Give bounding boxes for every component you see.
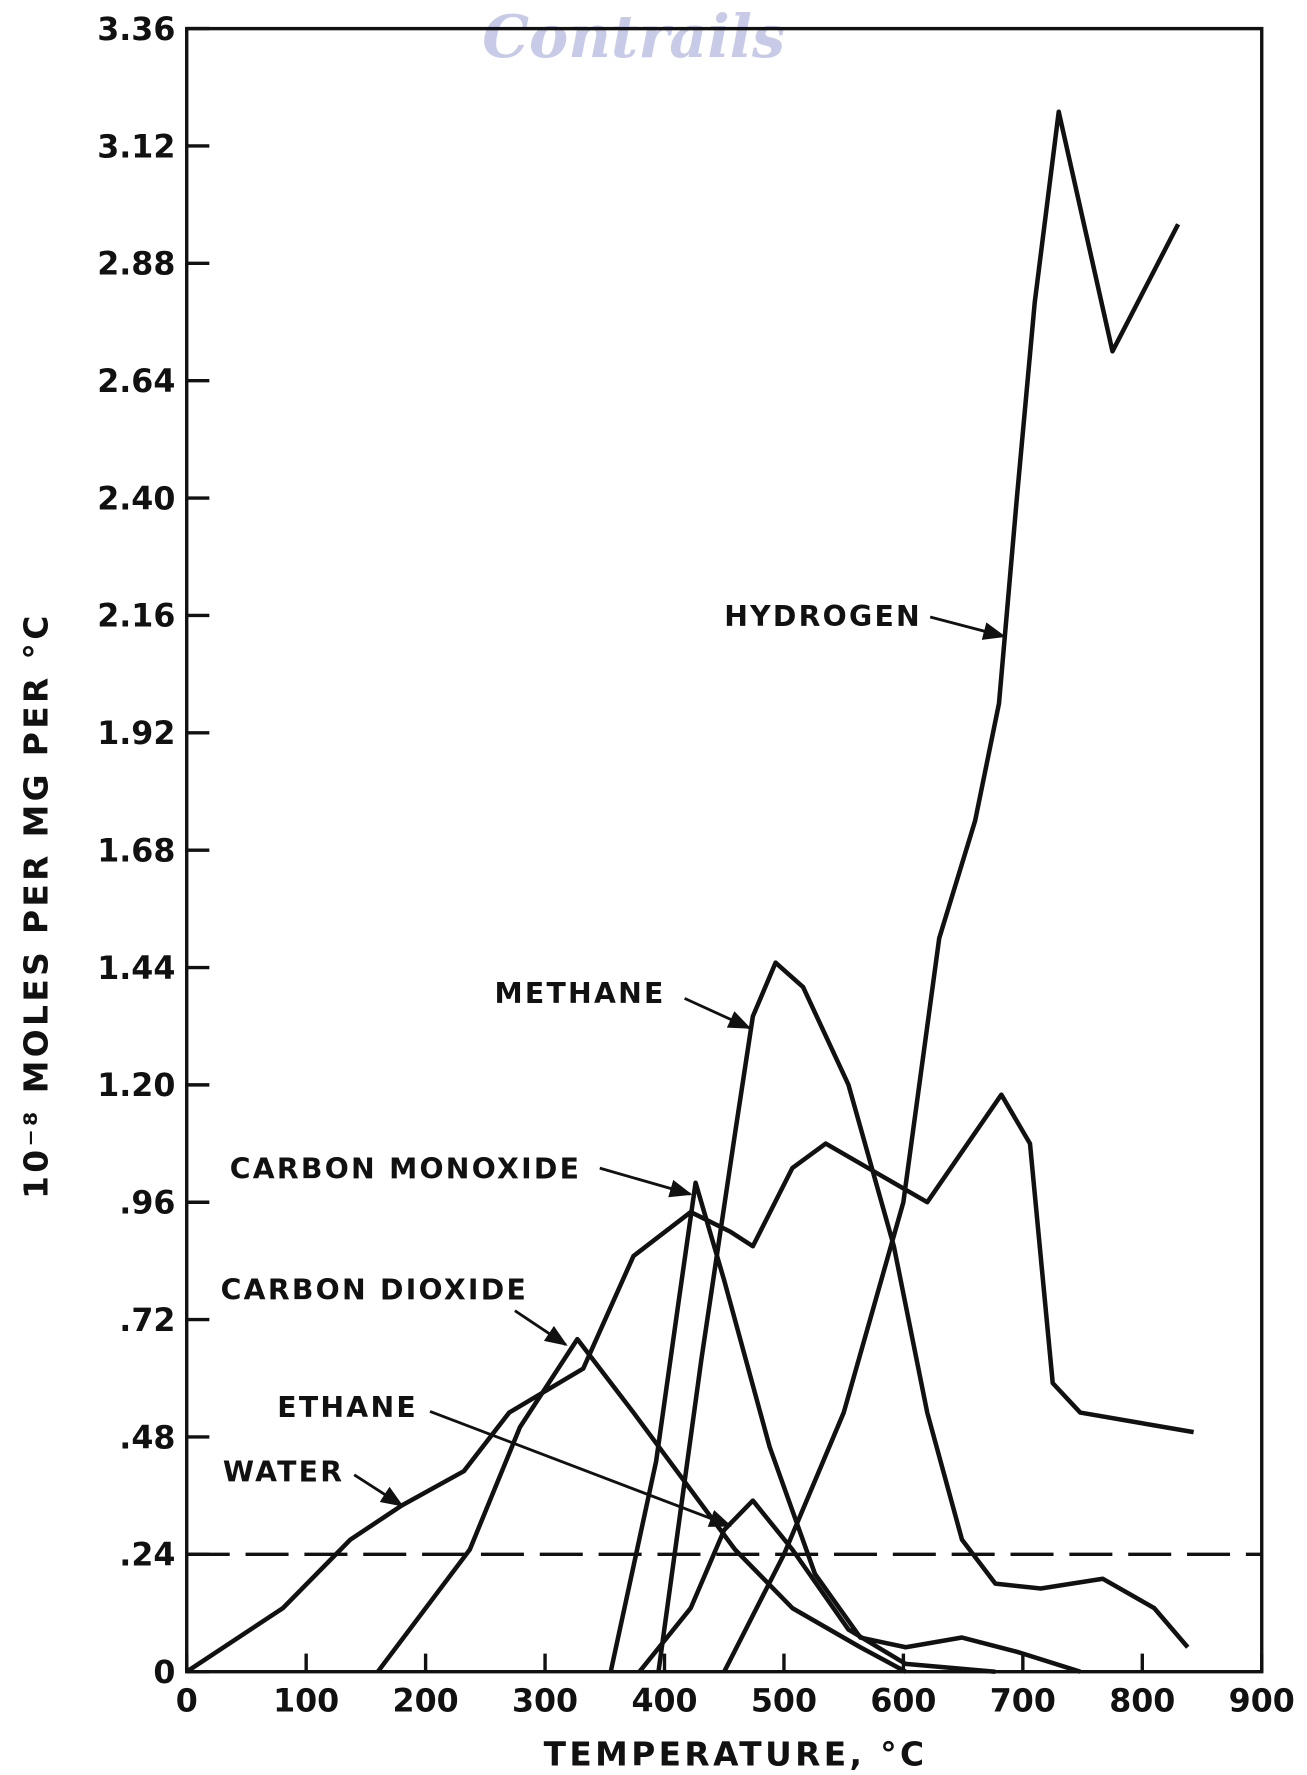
watermark: Contrails	[482, 2, 785, 71]
label-arrow	[599, 1166, 693, 1198]
y-tick-label: 1.68	[97, 833, 175, 869]
x-tick-label: 800	[1109, 1683, 1175, 1719]
series-line	[376, 1336, 907, 1674]
label-arrow	[684, 997, 752, 1030]
label-arrow	[353, 1473, 404, 1507]
y-tick-label: 2.64	[97, 364, 175, 400]
x-axis-title: TEMPERATURE, °C	[544, 1736, 928, 1774]
plot-frame	[185, 26, 1264, 1674]
y-tick-label: .48	[119, 1420, 175, 1456]
x-tick-label: 900	[1229, 1683, 1295, 1719]
y-tick-label: 0	[153, 1655, 175, 1691]
y-tick-label: .72	[119, 1303, 175, 1339]
y-tick-label: 2.88	[97, 247, 175, 283]
label-arrow	[514, 1309, 568, 1346]
x-tick-label: 200	[393, 1683, 459, 1719]
y-tick-label: .96	[119, 1186, 175, 1222]
y-tick-label: 1.20	[97, 1068, 175, 1104]
x-tick-label: 0	[176, 1683, 198, 1719]
y-tick-label: 1.44	[97, 951, 175, 987]
label-arrow	[929, 615, 1006, 640]
x-tick-label: 100	[273, 1683, 339, 1719]
y-tick-label: .24	[119, 1538, 175, 1574]
y-tick-label: 1.92	[97, 716, 175, 752]
y-tick-label: 3.12	[97, 129, 175, 165]
y-tick-label: 2.16	[97, 599, 175, 635]
series-label: CARBON DIOXIDE	[221, 1273, 528, 1306]
x-tick-label: 500	[751, 1683, 817, 1719]
label-arrow	[429, 1410, 732, 1528]
x-tick-label: 600	[870, 1683, 936, 1719]
series-label: HYDROGEN	[724, 600, 922, 633]
y-tick-label: 3.36	[97, 12, 175, 48]
series-line	[637, 1498, 996, 1674]
series-line	[656, 960, 1190, 1673]
series-label: ETHANE	[277, 1391, 418, 1424]
series-line	[722, 109, 1181, 1673]
series-label: WATER	[223, 1456, 344, 1489]
series-label: CARBON MONOXIDE	[230, 1152, 582, 1185]
series-line	[608, 1180, 1081, 1674]
x-tick-label: 700	[990, 1683, 1056, 1719]
y-axis-title: 10⁻⁸ MOLES PER MG PER °C	[18, 612, 56, 1199]
x-tick-label: 300	[512, 1683, 578, 1719]
y-tick-label: 2.40	[97, 481, 175, 517]
x-tick-label: 400	[631, 1683, 697, 1719]
series-label: METHANE	[495, 977, 666, 1010]
